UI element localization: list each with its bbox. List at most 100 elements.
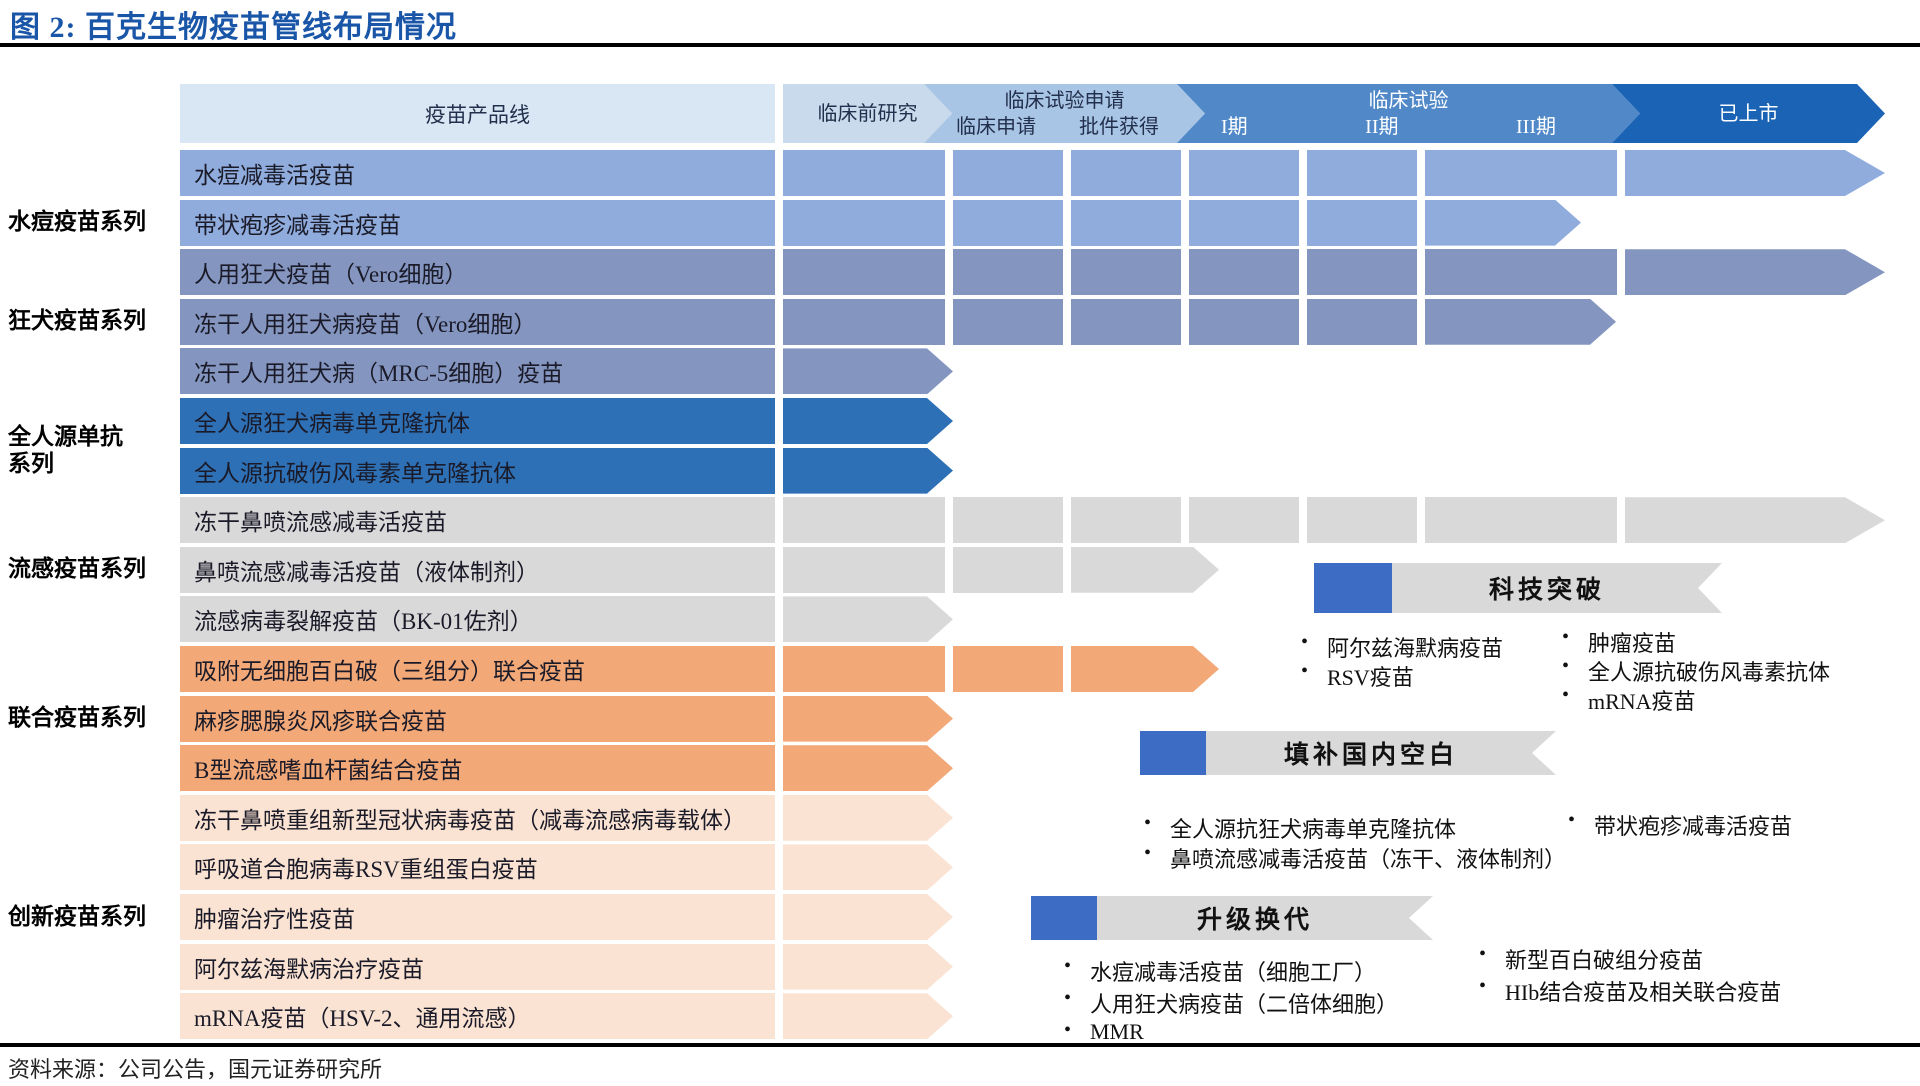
pipeline-arrow-end (783, 944, 953, 990)
pipeline-segment (953, 150, 1063, 196)
header-stage-label: 临床试验申请 (1004, 89, 1125, 112)
callout-bullet-text: 全人源抗破伤风毒素抗体 (1588, 660, 1831, 685)
pipeline-product-name: 吸附无细胞百白破（三组分）联合疫苗 (194, 659, 585, 684)
pipeline-arrow-end (783, 596, 953, 642)
pipeline-product-cell: 肿瘤治疗性疫苗 (180, 894, 775, 940)
pipeline-segment (953, 546, 1063, 593)
pipeline-product-name: 冻干人用狂犬病（MRC-5细胞）疫苗 (194, 361, 564, 387)
pipeline-product-name: 冻干鼻喷重组新型冠状病毒疫苗（减毒流感病毒载体） (194, 807, 746, 833)
bullet-dot: • (1144, 812, 1152, 834)
pipeline-product-cell: 冻干人用狂犬病（MRC-5细胞）疫苗 (180, 348, 775, 395)
pipeline-segment (1189, 497, 1299, 544)
pipeline-arrow-end (1625, 150, 1885, 196)
pipeline-segment (953, 497, 1063, 544)
pipeline-product-cell: 水痘减毒活疫苗 (180, 150, 775, 196)
callout-bullet-item: • 带状疱疹减毒活疫苗 (1568, 809, 1792, 839)
callout-left-column: • 全人源抗狂犬病毒单克隆抗体 • 鼻喷流感减毒活疫苗（冻干、液体制剂） (1144, 812, 1566, 872)
header-stage-label: 已上市 (1718, 102, 1779, 125)
pipeline-segment (1189, 298, 1299, 345)
title-rule (0, 43, 1920, 47)
callout-right-column: • 新型百白破组分疫苗 • HIb结合疫苗及相关联合疫苗 (1479, 943, 1781, 1007)
bullet-dot: • (1301, 631, 1309, 653)
header-product-label: 疫苗产品线 (425, 102, 530, 127)
pipeline-product-name: 麻疹腮腺炎风疹联合疫苗 (194, 708, 447, 734)
pipeline-segment (783, 298, 945, 345)
callout-ribbon: 填补国内空白 (1206, 731, 1556, 775)
pipeline-segment (1425, 150, 1617, 196)
series-label-3: 流感疫苗系列 (8, 556, 146, 582)
series-label-0: 水痘疫苗系列 (8, 209, 146, 235)
pipeline-arrow-end (783, 894, 953, 940)
callout-bullet-text: 带状疱疹减毒活疫苗 (1594, 814, 1793, 839)
pipeline-segment (1189, 199, 1299, 246)
bullet-dot: • (1064, 1019, 1072, 1041)
pipeline-arrow-end (1625, 249, 1885, 295)
pipeline-segment (1425, 249, 1617, 296)
pipeline-product-name: 鼻喷流感减毒活疫苗（液体制剂） (194, 559, 539, 585)
bullet-dot: • (1144, 842, 1152, 864)
callout-right-column: • 肿瘤疫苗 • 全人源抗破伤风毒素抗体 • mRNA疫苗 (1562, 626, 1831, 714)
callout-bullet-text: 水痘减毒活疫苗（细胞工厂） (1090, 960, 1377, 985)
callout-banner-2: 升级换代 (1031, 896, 1433, 940)
pipeline-product-name: 水痘减毒活疫苗 (194, 163, 355, 188)
callout-ribbon: 升级换代 (1097, 896, 1433, 940)
callout-bullet-text: HIb结合疫苗及相关联合疫苗 (1505, 980, 1782, 1005)
pipeline-segment (783, 249, 945, 296)
pipeline-product-name: 带状疱疹减毒活疫苗 (194, 212, 401, 238)
header-substage-label: I期 (1221, 115, 1248, 138)
callout-ribbon: 科技突破 (1392, 563, 1722, 613)
pipeline-arrow-end (783, 348, 953, 394)
pipeline-segment (1189, 249, 1299, 296)
pipeline-segment (1307, 199, 1417, 246)
pipeline-arrow-end (783, 795, 953, 841)
callout-title: 科技突破 (1488, 577, 1605, 604)
callout-left-column: • 阿尔兹海默病疫苗 • RSV疫苗 (1301, 631, 1503, 690)
pipeline-arrow-end (1425, 200, 1581, 246)
pipeline-product-cell: 全人源狂犬病毒单克隆抗体 (180, 398, 775, 444)
callout-accent-square (1140, 731, 1206, 775)
callout-accent-square (1031, 896, 1097, 940)
callout-bullet-text: 鼻喷流感减毒活疫苗（冻干、液体制剂） (1170, 847, 1567, 872)
callout-bullet-item: • 水痘减毒活疫苗（细胞工厂） (1064, 955, 1398, 987)
bullet-dot: • (1562, 626, 1570, 648)
callout-bullet-text: 新型百白破组分疫苗 (1505, 948, 1704, 973)
pipeline-segment (953, 199, 1063, 246)
pipeline-arrow-end (783, 844, 953, 890)
pipeline-arrow-end (783, 398, 953, 444)
callout-bullet-text: RSV疫苗 (1327, 665, 1414, 690)
pipeline-product-cell: mRNA疫苗（HSV-2、通用流感） (180, 993, 775, 1040)
callout-bullet-text: 人用狂犬病疫苗（二倍体细胞） (1090, 992, 1399, 1017)
callout-bullet-item: • RSV疫苗 (1301, 660, 1503, 690)
pipeline-segment (1307, 298, 1417, 345)
series-label-4: 联合疫苗系列 (8, 705, 146, 731)
pipeline-product-name: 阿尔兹海默病治疗疫苗 (194, 956, 424, 982)
pipeline-segment (1071, 249, 1181, 296)
series-label-5: 创新疫苗系列 (8, 903, 146, 929)
callout-bullet-item: • 阿尔兹海默病疫苗 (1301, 631, 1503, 661)
pipeline-segment (1071, 199, 1181, 246)
header-stage-label: 临床试验 (1368, 89, 1449, 112)
pipeline-product-cell: 带状疱疹减毒活疫苗 (180, 199, 775, 246)
pipeline-segment (953, 249, 1063, 296)
pipeline-arrow-end (1071, 646, 1219, 692)
pipeline-arrow-end (783, 448, 953, 494)
source-note: 资料来源：公司公告，国元证券研究所 (8, 1057, 383, 1082)
header-stage-0: 临床前研究 (783, 84, 952, 143)
bullet-dot: • (1301, 660, 1309, 682)
pipeline-segment (1307, 497, 1417, 544)
callout-title: 填补国内空白 (1283, 742, 1458, 769)
header-substage-label: 临床申请 (956, 115, 1036, 138)
callout-bullet-item: • 人用狂犬病疫苗（二倍体细胞） (1064, 987, 1398, 1019)
callout-bullet-item: • 新型百白破组分疫苗 (1479, 943, 1781, 975)
bullet-dot: • (1562, 684, 1570, 706)
pipeline-segment (953, 646, 1063, 692)
callout-bullet-item: • 鼻喷流感减毒活疫苗（冻干、液体制剂） (1144, 842, 1566, 872)
header-stage-sublabels: 临床申请 批件获得 (924, 114, 1205, 140)
callout-left-column: • 水痘减毒活疫苗（细胞工厂） • 人用狂犬病疫苗（二倍体细胞） • MMR (1064, 955, 1398, 1051)
pipeline-segment (783, 199, 945, 246)
pipeline-segment (783, 497, 945, 544)
header-substage-label: II期 (1365, 115, 1399, 138)
pipeline-segment (783, 546, 945, 593)
pipeline-arrow-end (783, 745, 953, 791)
series-label-1: 狂犬疫苗系列 (8, 308, 146, 334)
